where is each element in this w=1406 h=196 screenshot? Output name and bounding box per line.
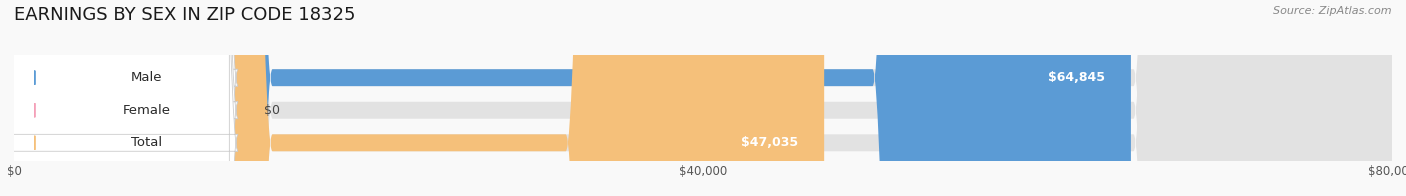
FancyBboxPatch shape [14, 0, 1392, 196]
FancyBboxPatch shape [14, 0, 1130, 196]
FancyBboxPatch shape [0, 0, 238, 196]
FancyBboxPatch shape [14, 0, 1392, 196]
Text: $0: $0 [264, 104, 280, 117]
Text: Female: Female [122, 104, 170, 117]
Text: $64,845: $64,845 [1047, 71, 1105, 84]
FancyBboxPatch shape [14, 0, 824, 196]
Text: Total: Total [131, 136, 162, 149]
FancyBboxPatch shape [0, 0, 238, 196]
Text: Male: Male [131, 71, 162, 84]
Text: Source: ZipAtlas.com: Source: ZipAtlas.com [1274, 6, 1392, 16]
Text: EARNINGS BY SEX IN ZIP CODE 18325: EARNINGS BY SEX IN ZIP CODE 18325 [14, 6, 356, 24]
FancyBboxPatch shape [0, 0, 238, 196]
FancyBboxPatch shape [14, 0, 1392, 196]
Text: $47,035: $47,035 [741, 136, 799, 149]
